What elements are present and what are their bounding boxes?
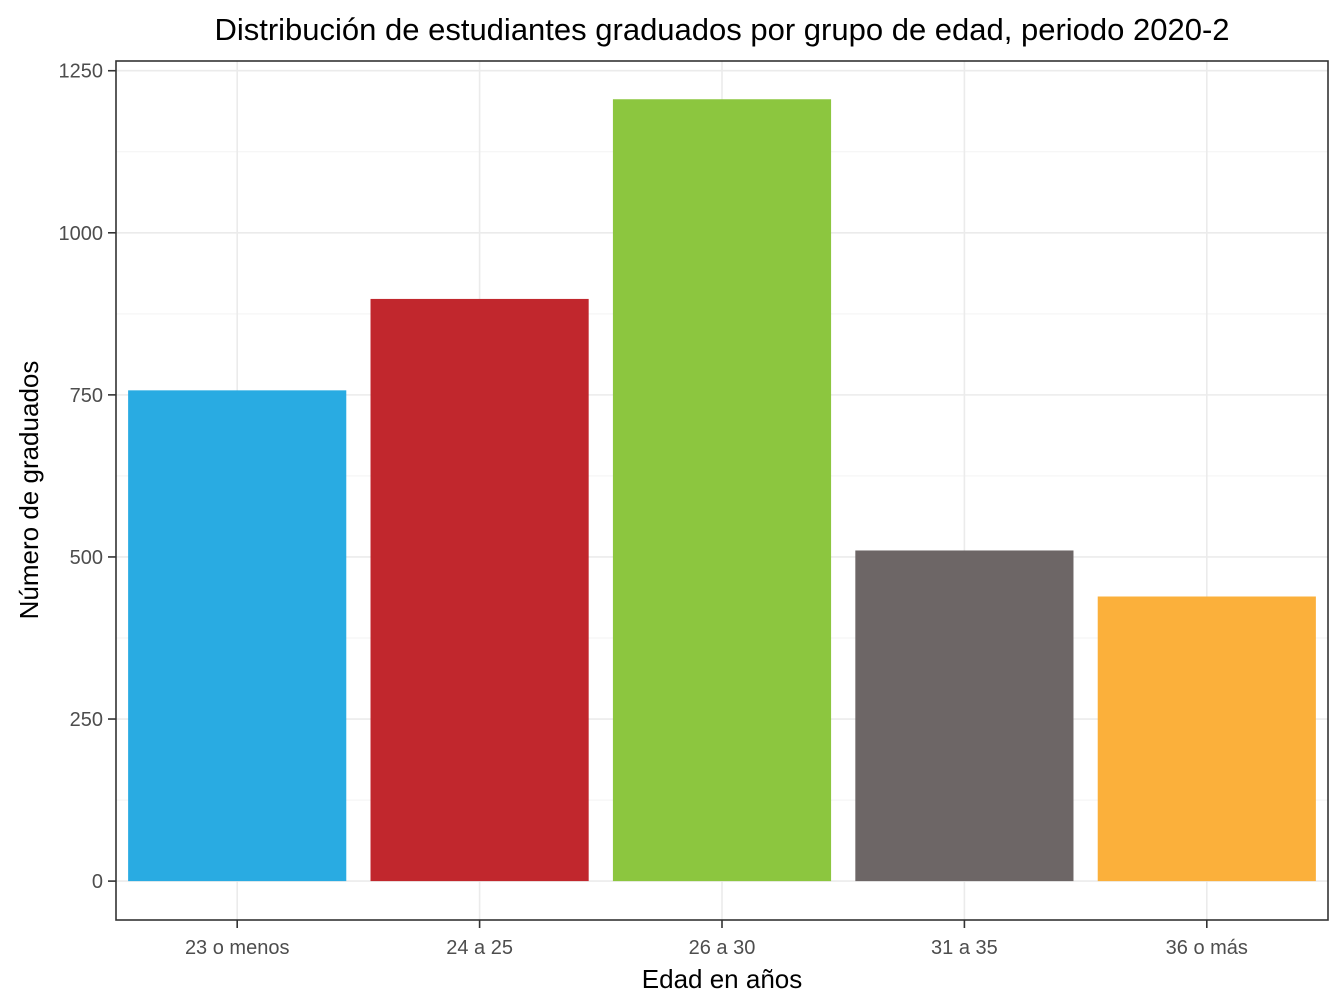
y-axis: 0 250 500 750 1000 1250: [59, 61, 116, 893]
bar: [612, 99, 832, 882]
y-tick-label: 750: [70, 385, 103, 407]
chart-title: Distribución de estudiantes graduados po…: [214, 12, 1229, 47]
x-axis: 23 o menos 24 a 25 26 a 30 31 a 35 36 o más: [185, 920, 1248, 959]
y-tick-label: 1000: [59, 223, 104, 245]
x-axis-title: Edad en años: [642, 964, 802, 994]
y-tick-label: 500: [70, 547, 103, 569]
bar: [370, 298, 589, 882]
x-tick-label: 23 o menos: [185, 937, 290, 959]
y-tick-label: 250: [70, 709, 103, 731]
x-tick-label: 24 a 25: [446, 937, 513, 959]
y-axis-title: Número de graduados: [14, 361, 44, 620]
bar: [1097, 596, 1316, 882]
x-tick-label: 36 o más: [1166, 937, 1248, 959]
bar: [128, 390, 347, 882]
y-tick-label: 0: [92, 871, 103, 893]
x-tick-label: 31 a 35: [931, 937, 998, 959]
y-tick-label: 1250: [59, 61, 104, 83]
bar: [855, 550, 1074, 882]
x-tick-label: 26 a 30: [689, 937, 756, 959]
bars: [128, 99, 1316, 882]
